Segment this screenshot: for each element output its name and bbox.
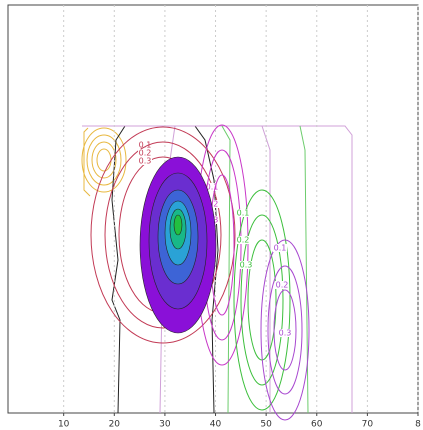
x-tick-label: 20: [109, 420, 121, 430]
x-tick-label: 50: [260, 420, 272, 430]
contour-label: 0.2: [139, 149, 152, 158]
x-tick-label: 10: [58, 420, 70, 430]
x-tick-label: 40: [210, 420, 222, 430]
contour-label: 0.1: [206, 183, 219, 192]
label-bg: [239, 261, 253, 269]
label-bg: [138, 149, 152, 157]
contour-line: [267, 265, 303, 395]
contour-label: 0.3: [240, 261, 253, 270]
x-tick-label: 60: [311, 420, 323, 430]
contour-line: [90, 126, 236, 344]
contour-line: [260, 239, 310, 421]
contour-label: 0.1: [274, 244, 287, 253]
x-tick-label: 70: [362, 420, 374, 430]
contour-label: 0.3: [139, 157, 152, 166]
contour-label: 0.1: [237, 209, 250, 218]
contour-line: [104, 141, 222, 329]
label-bg: [138, 157, 152, 165]
plot-frame: [7, 4, 419, 414]
contour-line: [240, 214, 284, 386]
contour-label: 0.3: [279, 329, 292, 338]
x-tick-label: 30: [159, 420, 171, 430]
label-bg: [278, 329, 292, 337]
label-bg: [275, 281, 289, 289]
x-tick-label: 8: [415, 420, 421, 430]
filled-contour: [173, 214, 183, 236]
yellow-contours: [81, 127, 127, 197]
label-bg: [138, 141, 152, 149]
contour-line: [273, 289, 297, 371]
label-bg: [205, 183, 219, 191]
label-bg: [273, 244, 287, 252]
contour-line: [233, 189, 291, 411]
label-bg: [236, 236, 250, 244]
contour-label: 0.2: [276, 281, 289, 290]
label-bg: [236, 209, 250, 217]
outer-green: [221, 125, 309, 414]
contour-label: 0.2: [237, 236, 250, 245]
contour-label: 0.1: [139, 141, 152, 150]
